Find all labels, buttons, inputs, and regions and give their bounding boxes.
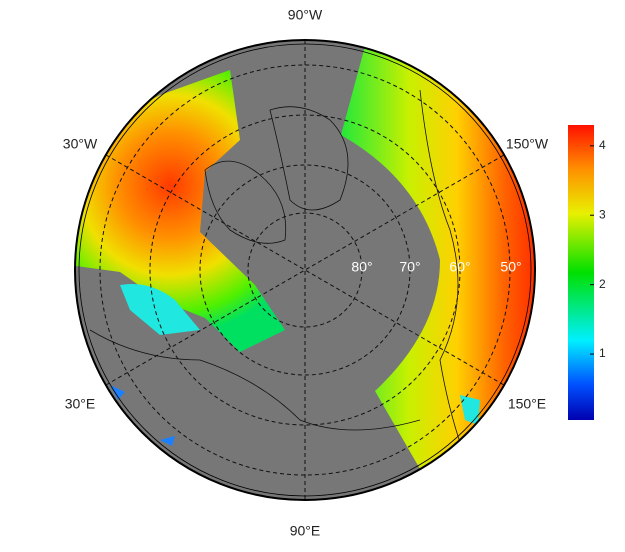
latitude-label: 70° [399,259,420,275]
map-inner-border [78,43,532,497]
colorbar [568,125,594,420]
longitude-label: 90°E [290,523,321,539]
atlantic-field [76,70,285,352]
longitude-label: 150°W [506,136,549,152]
longitude-label: 90°W [288,7,323,23]
colorbar-ticks: 1 2 3 4 [590,138,606,360]
coastal-field [110,385,175,446]
latitude-label: 50° [500,259,521,275]
latitude-label: 80° [351,259,372,275]
colorbar-tick-label: 3 [599,207,606,221]
colorbar-tick-label: 2 [599,277,606,291]
latitude-label: 60° [449,259,470,275]
map-border [74,39,536,501]
longitude-label: 30°E [65,396,96,412]
pacific-field [341,48,535,469]
map-disk [75,40,535,500]
baltic-field [120,284,200,335]
colorbar-tick-label: 4 [599,138,606,152]
longitude-label: 150°E [508,396,546,412]
graticule [99,40,511,500]
coastlines [89,89,471,471]
longitude-label: 30°W [63,136,98,152]
colorbar-tick-label: 1 [599,346,606,360]
okhotsk-field [460,395,480,425]
